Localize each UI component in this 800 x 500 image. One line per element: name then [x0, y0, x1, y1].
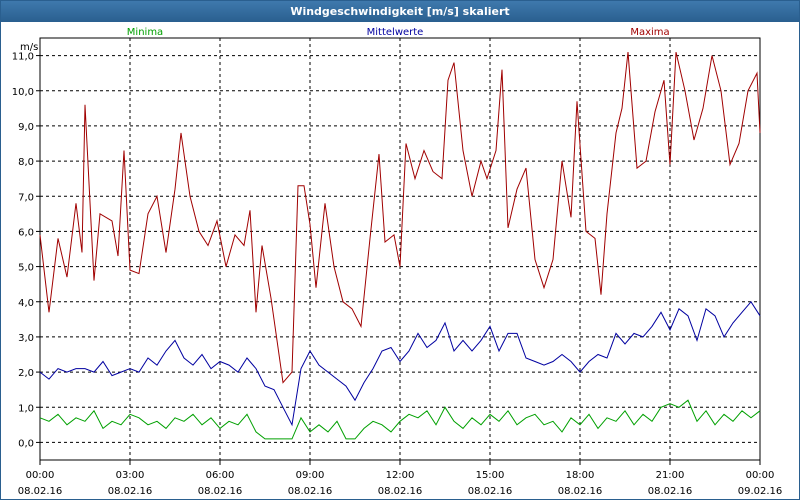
y-tick-label: 5,0: [18, 263, 34, 274]
x-tick-time: 12:00: [386, 470, 415, 481]
x-tick-date: 09.02.16: [738, 486, 783, 497]
x-tick-time: 00:00: [26, 470, 55, 481]
x-tick-date: 08.02.16: [18, 486, 63, 497]
legend-maxima: Maxima: [630, 27, 669, 38]
series-lines: [39, 51, 761, 440]
grid-lines: [39, 37, 761, 461]
y-tick-label: 9,0: [18, 122, 34, 133]
y-tick-label: 8,0: [18, 157, 34, 168]
x-tick-date: 08.02.16: [648, 486, 693, 497]
x-tick-date: 08.02.16: [468, 486, 513, 497]
y-tick-label: 4,0: [18, 298, 34, 309]
wind-speed-chart: m/s11,0 10,0 9,0 8,0 7,0 6,0 5,0 4,0 3,0 2,0 1,0 0,…: [12, 27, 783, 497]
y-tick-label: 1,0: [18, 403, 34, 414]
legend: Minima Mittelwerte Maxima: [127, 27, 670, 38]
x-tick-date: 08.02.16: [378, 486, 423, 497]
y-axis: m/s11,0 10,0 9,0 8,0 7,0 6,0 5,0 4,0 3,0 2,0 1,0 0,…: [12, 42, 40, 449]
x-axis: 00:00 08.02.16 03:00 08.02.16 06:00 08.02.16 0…: [18, 460, 783, 497]
x-tick-date: 08.02.16: [108, 486, 153, 497]
y-tick-label: 11,0: [12, 52, 34, 63]
x-tick-time: 09:00: [296, 470, 325, 481]
window-title: Windgeschwindigkeit [m/s] skaliert: [1, 1, 799, 22]
y-tick-label: 7,0: [18, 192, 34, 203]
x-tick-date: 08.02.16: [558, 486, 603, 497]
y-tick-label: 6,0: [18, 227, 34, 238]
legend-mittelwerte: Mittelwerte: [367, 27, 424, 38]
y-tick-label: 0,0: [18, 438, 34, 449]
series-line-maxima: [39, 51, 761, 384]
x-tick-time: 03:00: [116, 470, 145, 481]
series-line-mittelwerte: [39, 300, 761, 427]
y-tick-label: 3,0: [18, 333, 34, 344]
y-tick-label: 2,0: [18, 368, 34, 379]
series-line-minima: [39, 399, 761, 440]
x-tick-date: 08.02.16: [288, 486, 333, 497]
x-tick-time: 00:00: [746, 470, 775, 481]
x-tick-time: 21:00: [656, 470, 685, 481]
x-tick-time: 06:00: [206, 470, 235, 481]
x-tick-time: 15:00: [476, 470, 505, 481]
y-tick-label: 10,0: [12, 87, 34, 98]
x-tick-time: 18:00: [566, 470, 595, 481]
x-tick-date: 08.02.16: [198, 486, 243, 497]
legend-minima: Minima: [127, 27, 163, 38]
y-axis-unit: m/s: [20, 42, 38, 53]
